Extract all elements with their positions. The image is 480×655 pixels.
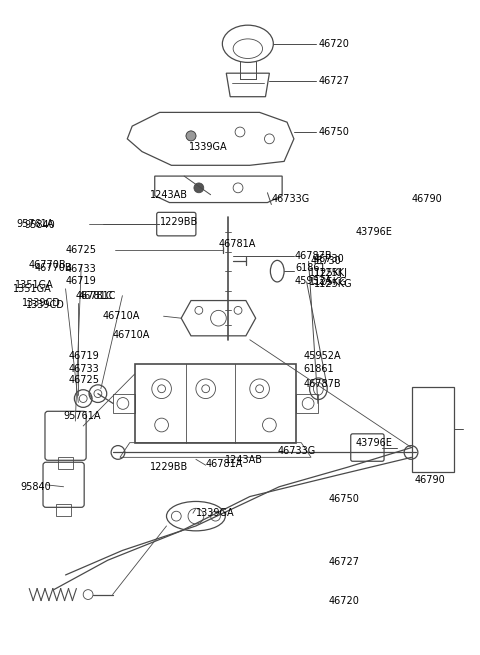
Text: 43796E: 43796E [356, 227, 393, 237]
Text: 1339CD: 1339CD [26, 301, 65, 310]
Text: 46790: 46790 [411, 194, 442, 204]
Text: 46725: 46725 [69, 375, 99, 385]
Text: 46727: 46727 [318, 76, 349, 86]
Text: 1339GA: 1339GA [189, 141, 228, 152]
Text: 46770B: 46770B [28, 260, 66, 271]
Text: 46720: 46720 [328, 597, 359, 607]
Text: 46727: 46727 [328, 557, 359, 567]
Text: 1351GA: 1351GA [14, 280, 53, 290]
Text: 46725: 46725 [66, 244, 96, 255]
Text: 46733G: 46733G [277, 447, 315, 457]
Text: 1125KJ: 1125KJ [313, 268, 348, 278]
Text: 95840: 95840 [24, 220, 55, 230]
Text: 1351GA: 1351GA [12, 284, 51, 294]
Text: 45952A: 45952A [304, 352, 341, 362]
Text: 1229BB: 1229BB [150, 462, 188, 472]
Text: 46781C: 46781C [75, 291, 113, 301]
Text: 46787B: 46787B [295, 252, 333, 261]
Text: 1339GA: 1339GA [196, 508, 235, 518]
Circle shape [194, 183, 204, 193]
Text: 1339CD: 1339CD [23, 297, 61, 307]
Text: 46733G: 46733G [271, 194, 310, 204]
Text: 46719: 46719 [66, 276, 96, 286]
Text: 46750: 46750 [318, 127, 349, 137]
Text: 46770B: 46770B [34, 263, 72, 273]
Circle shape [186, 131, 196, 141]
Text: 46710A: 46710A [113, 330, 150, 340]
Text: 95761A: 95761A [16, 219, 54, 229]
Text: 95840: 95840 [21, 481, 51, 492]
Text: 46733: 46733 [66, 264, 96, 274]
Text: 46781A: 46781A [206, 459, 243, 469]
Text: 46787B: 46787B [304, 379, 341, 389]
Text: 46719: 46719 [69, 352, 99, 362]
Text: 46730: 46730 [313, 254, 344, 265]
Text: 61861: 61861 [295, 263, 325, 273]
Text: 1125KG: 1125KG [309, 277, 347, 287]
Text: 45952A: 45952A [295, 276, 333, 286]
Text: 46750: 46750 [328, 493, 359, 504]
Text: 46730: 46730 [311, 256, 341, 267]
Text: 61861: 61861 [304, 364, 335, 374]
Text: 46790: 46790 [414, 475, 445, 485]
Text: 95761A: 95761A [63, 411, 101, 421]
Text: 46720: 46720 [318, 39, 349, 48]
Text: 46733: 46733 [69, 364, 99, 374]
Text: 1243AB: 1243AB [225, 455, 264, 465]
Text: 1229BB: 1229BB [160, 217, 198, 227]
Text: 46781C: 46781C [78, 291, 116, 301]
Text: 43796E: 43796E [356, 438, 393, 447]
Text: 1125KJ: 1125KJ [309, 268, 343, 278]
Text: 1125KG: 1125KG [313, 279, 352, 289]
Text: 46710A: 46710A [103, 311, 140, 321]
Text: 1243AB: 1243AB [150, 190, 188, 200]
Text: 46781A: 46781A [218, 238, 256, 249]
